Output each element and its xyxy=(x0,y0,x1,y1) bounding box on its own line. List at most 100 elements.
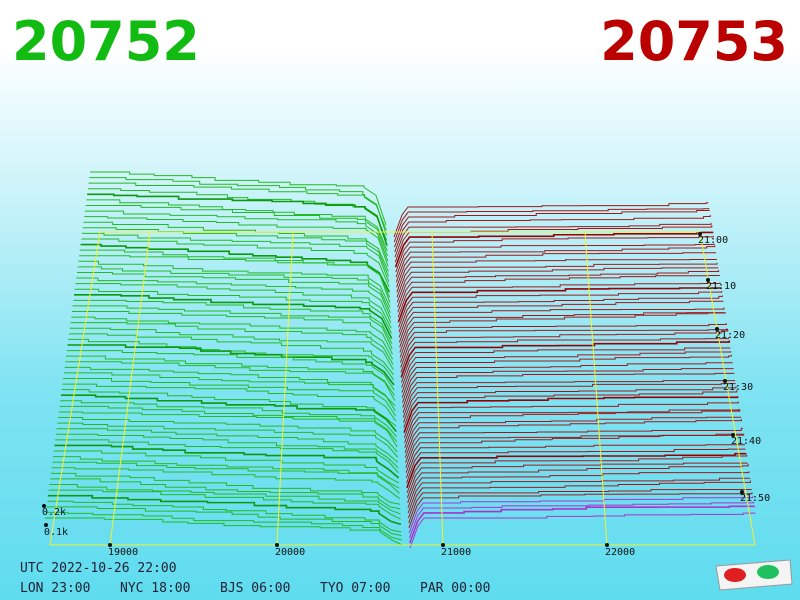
depth-label: 0.1k xyxy=(44,527,68,538)
depth-line xyxy=(407,471,750,509)
depth-line xyxy=(49,484,401,515)
price-label: 22000 xyxy=(605,547,635,558)
city-time: BJS 06:00 xyxy=(220,581,290,596)
time-label: 21:30 xyxy=(723,382,753,393)
depth-line xyxy=(402,368,734,403)
depth-line xyxy=(397,275,720,313)
depth-line xyxy=(78,260,391,308)
green-lens xyxy=(757,565,779,579)
depth-label: 0.2k xyxy=(42,507,66,518)
price-label: 21000 xyxy=(441,547,471,558)
price-grid-line xyxy=(584,231,608,546)
depth-line xyxy=(74,288,392,334)
depth-line xyxy=(84,210,389,262)
depth-line xyxy=(400,340,731,378)
bid-price: 20752 xyxy=(12,10,200,73)
depth-line xyxy=(395,243,715,278)
depth-line xyxy=(45,517,403,546)
depth-line xyxy=(76,271,392,319)
depth-line xyxy=(60,394,397,432)
depth-line xyxy=(84,216,389,267)
depth-line xyxy=(82,227,390,277)
depth-line xyxy=(55,439,399,474)
depth-line xyxy=(50,478,401,510)
depth-line xyxy=(87,193,388,246)
depth-line xyxy=(400,329,729,368)
3d-glasses-button[interactable] xyxy=(715,559,793,591)
depth-line xyxy=(72,305,393,350)
depth-line xyxy=(403,390,738,428)
depth-line xyxy=(60,400,397,437)
depth-line xyxy=(403,396,739,433)
depth-line xyxy=(61,389,397,427)
depth-line xyxy=(90,171,387,226)
red-lens xyxy=(724,568,746,582)
depth-line xyxy=(73,299,393,344)
depth-line xyxy=(395,235,714,273)
depth-line xyxy=(59,405,398,443)
depth-axis: 0.2k 0.1k xyxy=(42,504,68,538)
depth-line xyxy=(397,287,722,323)
depth-line xyxy=(393,207,710,243)
depth-line xyxy=(400,337,729,373)
depth-lines xyxy=(45,171,756,549)
tick-dot xyxy=(731,433,735,437)
depth-line xyxy=(407,477,751,514)
depth-line xyxy=(404,416,742,453)
depth-line xyxy=(393,202,709,238)
depth-line xyxy=(63,377,396,417)
depth-line xyxy=(76,277,392,324)
depth-line xyxy=(404,409,741,448)
depth-line xyxy=(69,327,394,370)
depth-line xyxy=(89,177,387,231)
depth-line xyxy=(71,316,394,360)
depth-line xyxy=(47,500,402,533)
depth-line xyxy=(77,266,391,313)
price-label: 20000 xyxy=(275,547,305,558)
depth-line xyxy=(51,467,400,499)
depth-line xyxy=(404,409,740,443)
price-grid-line xyxy=(109,231,151,546)
depth-line xyxy=(54,444,400,479)
depth-line xyxy=(405,433,745,473)
time-label: 21:40 xyxy=(731,436,761,447)
depth-line xyxy=(45,511,402,541)
depth-line xyxy=(86,199,388,252)
depth-line xyxy=(55,433,399,468)
tick-dot xyxy=(706,278,710,282)
depth-line xyxy=(85,204,389,257)
depth-line xyxy=(87,188,388,241)
depth-line xyxy=(399,322,727,358)
tick-dot xyxy=(44,523,48,527)
depth-line xyxy=(406,462,748,499)
depth-line xyxy=(396,267,719,303)
depth-line xyxy=(57,422,398,458)
price-axis: 19000 20000 21000 22000 xyxy=(108,543,635,558)
depth-line xyxy=(402,380,736,413)
depth-line xyxy=(404,419,742,458)
depth-line xyxy=(408,492,753,529)
depth-line xyxy=(80,243,391,293)
depth-line xyxy=(402,372,735,408)
depth-line xyxy=(407,463,749,504)
depth-line xyxy=(401,354,732,393)
depth-line xyxy=(406,448,746,483)
depth-line xyxy=(406,454,748,493)
ask-price: 20753 xyxy=(600,10,788,73)
depth-line xyxy=(65,361,396,401)
depth-line xyxy=(398,300,724,338)
depth-line xyxy=(409,512,756,549)
time-label: 21:10 xyxy=(706,281,736,292)
depth-line xyxy=(79,255,391,303)
depth-line xyxy=(75,283,392,329)
depth-line xyxy=(397,270,720,308)
price-grid-line xyxy=(431,231,444,546)
utc-time: UTC 2022-10-26 22:00 xyxy=(20,561,177,576)
depth-line xyxy=(401,362,733,398)
depth-line xyxy=(405,444,745,478)
depth-line xyxy=(408,505,756,544)
depth-line xyxy=(48,489,401,520)
price-label: 19000 xyxy=(108,547,138,558)
